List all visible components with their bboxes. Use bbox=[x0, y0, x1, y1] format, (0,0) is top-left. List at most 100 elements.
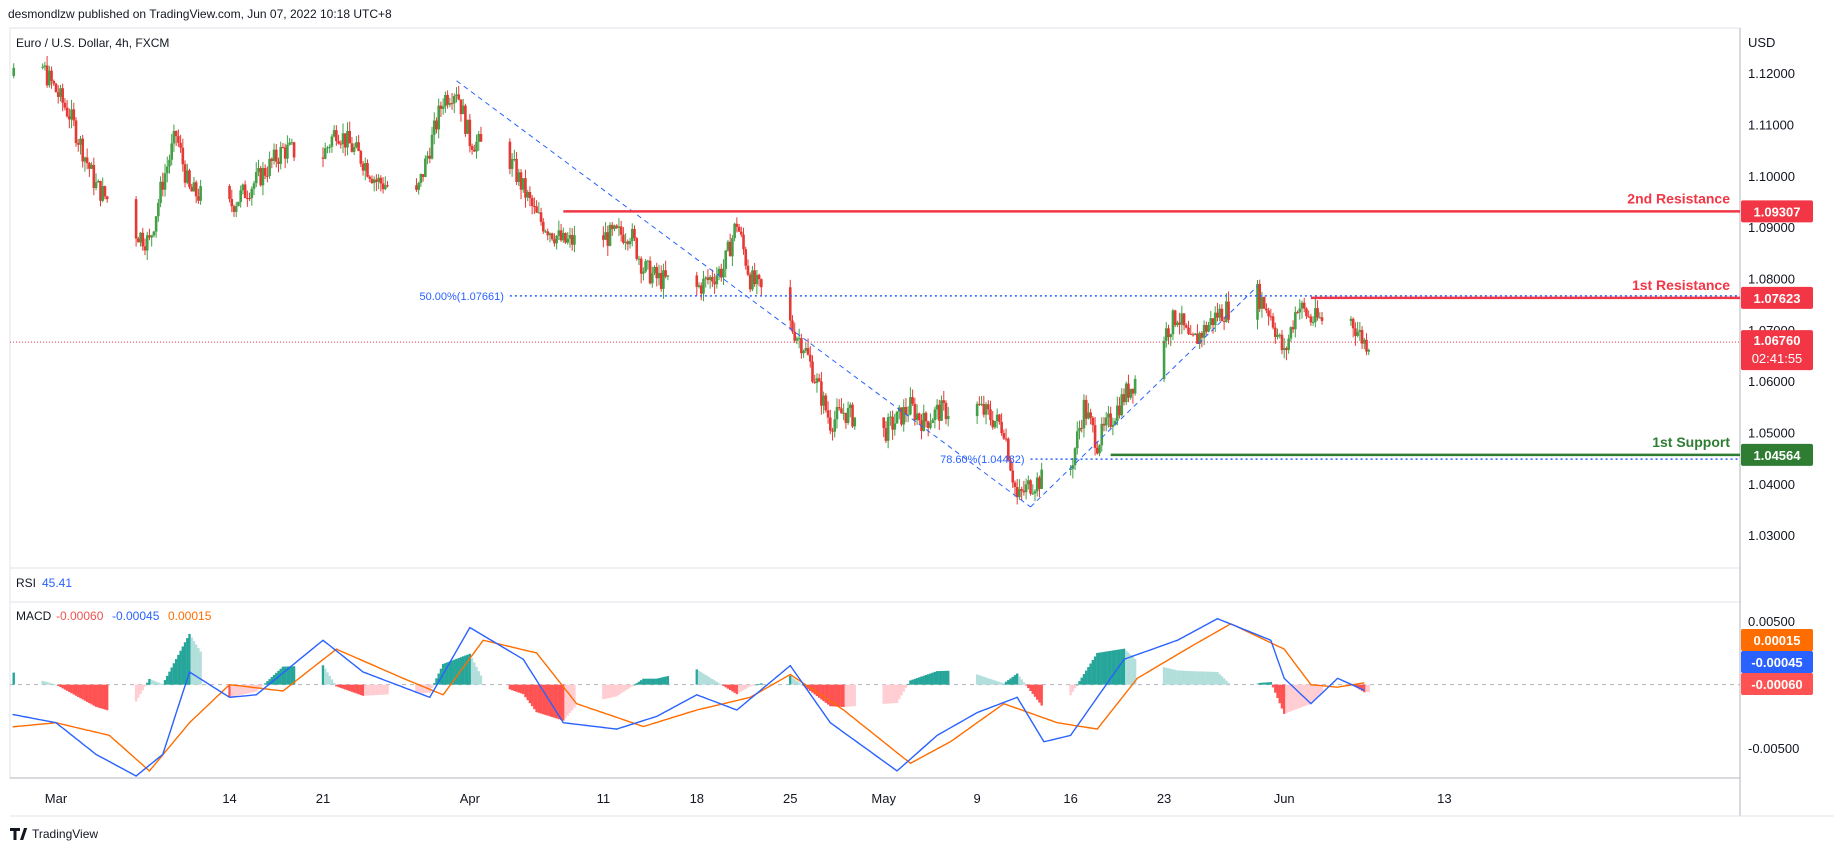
macd-histogram-bar bbox=[987, 678, 990, 685]
candle-body bbox=[1073, 448, 1077, 466]
macd-histogram-bar bbox=[835, 684, 839, 707]
macd-signal-line bbox=[12, 623, 1365, 772]
candle-body bbox=[1193, 333, 1197, 335]
macd-histogram-bar bbox=[1314, 684, 1317, 700]
candle-body bbox=[381, 183, 385, 190]
publish-line: desmondlzw published on TradingView.com,… bbox=[8, 7, 392, 21]
candle-body bbox=[695, 275, 699, 287]
candle-body bbox=[737, 226, 741, 232]
tradingview-logo-icon[interactable] bbox=[10, 828, 28, 840]
candle-body bbox=[608, 224, 612, 246]
candle-body bbox=[1258, 283, 1262, 309]
candle-body bbox=[1169, 334, 1173, 338]
macd-histogram-bar bbox=[74, 684, 78, 696]
candle-body bbox=[570, 234, 574, 245]
macd-histogram-bar bbox=[542, 684, 545, 715]
macd-histogram-bar bbox=[268, 679, 271, 685]
candle-body bbox=[174, 131, 178, 137]
macd-histogram-bar bbox=[700, 672, 703, 685]
candle-body bbox=[1262, 297, 1266, 309]
macd-histogram-bar bbox=[448, 661, 452, 685]
macd-histogram-bar bbox=[898, 684, 901, 700]
macd-histogram-bar bbox=[842, 684, 845, 707]
macd-label[interactable]: MACD bbox=[16, 609, 52, 623]
macd-histogram-bar bbox=[1289, 684, 1293, 712]
macd-histogram-bar bbox=[199, 651, 202, 685]
macd-histogram-bar bbox=[1356, 684, 1359, 689]
trendline[interactable] bbox=[456, 80, 1031, 508]
macd-histogram-bar bbox=[361, 684, 365, 696]
macd-histogram-bar bbox=[377, 684, 380, 695]
macd-histogram-bar bbox=[239, 684, 242, 695]
candle-body bbox=[56, 92, 60, 97]
candle-body bbox=[1187, 327, 1190, 334]
candle-body bbox=[375, 179, 378, 182]
macd-histogram-bar bbox=[50, 683, 53, 685]
macd-histogram-bar bbox=[628, 684, 632, 688]
macd-histogram-bar bbox=[564, 684, 567, 719]
macd-histogram-bar bbox=[822, 684, 825, 702]
candle-body bbox=[806, 348, 810, 355]
candle-body bbox=[553, 239, 556, 244]
macd-histogram-bar bbox=[1320, 684, 1324, 693]
candle-body bbox=[355, 142, 358, 148]
macd-value-badge bbox=[1741, 673, 1813, 695]
macd-histogram-bar bbox=[637, 681, 641, 685]
candle-body bbox=[1316, 308, 1319, 318]
macd-histogram-bar bbox=[537, 684, 541, 713]
symbol-title[interactable]: Euro / U.S. Dollar, 4h, FXCM bbox=[16, 36, 169, 50]
candle-body bbox=[328, 146, 331, 148]
candle-body bbox=[655, 267, 659, 279]
macd-histogram-bar bbox=[533, 684, 536, 710]
macd-histogram-bar bbox=[1029, 684, 1032, 691]
macd-histogram-bar bbox=[250, 684, 253, 693]
fib-level-label: 78.60%(1.04482) bbox=[940, 454, 1024, 466]
macd-histogram-bar bbox=[1131, 656, 1135, 685]
candle-body bbox=[704, 277, 707, 279]
candle-body bbox=[1020, 489, 1023, 491]
candle-body bbox=[742, 234, 745, 250]
macd-histogram-bar bbox=[450, 660, 454, 685]
candle-body bbox=[535, 206, 538, 213]
candle-body bbox=[1351, 318, 1355, 329]
candle-body bbox=[143, 246, 147, 251]
macd-histogram-bar bbox=[261, 684, 265, 686]
macd-histogram-bar bbox=[631, 684, 634, 687]
candle-body bbox=[252, 183, 256, 189]
macd-histogram-bar bbox=[1227, 682, 1230, 685]
candle-body bbox=[70, 109, 73, 120]
candle-body bbox=[904, 407, 908, 415]
rsi-pane-frame bbox=[9, 567, 1741, 603]
rsi-label[interactable]: RSI bbox=[16, 576, 36, 590]
macd-histogram-bar bbox=[510, 684, 514, 691]
candle-body bbox=[566, 238, 570, 243]
macd-histogram-bar bbox=[524, 684, 527, 698]
macd-histogram-bar bbox=[263, 683, 267, 685]
rsi-value: 45.41 bbox=[42, 576, 72, 590]
macd-histogram-bar bbox=[444, 663, 447, 685]
macd-histogram-bar bbox=[1107, 651, 1110, 685]
candle-body bbox=[368, 176, 372, 179]
footer-brand[interactable]: TradingView bbox=[32, 827, 98, 841]
macd-histogram-bar bbox=[544, 684, 547, 715]
macd-histogram-bar bbox=[1169, 668, 1172, 685]
level-label: 2nd Resistance bbox=[1627, 190, 1730, 206]
macd-histogram-bar bbox=[61, 684, 64, 689]
macd-histogram-bar bbox=[43, 681, 47, 685]
macd-histogram-bar bbox=[1165, 667, 1168, 685]
macd-histogram-bar bbox=[157, 682, 160, 685]
candle-body bbox=[254, 171, 258, 184]
trendline[interactable] bbox=[1030, 285, 1258, 508]
candle-body bbox=[913, 403, 917, 421]
macd-histogram-bar bbox=[143, 684, 147, 687]
macd-histogram-bar bbox=[252, 684, 256, 693]
macd-histogram-bar bbox=[92, 684, 96, 706]
candle-body bbox=[83, 157, 87, 162]
currency-label: USD bbox=[1748, 35, 1775, 50]
macd-histogram-bar bbox=[546, 684, 549, 716]
macd-histogram-bar bbox=[1283, 684, 1286, 714]
candle-body bbox=[45, 65, 49, 86]
candle-body bbox=[1276, 334, 1279, 337]
macd-histogram-bar bbox=[602, 684, 605, 700]
macd-histogram-bar bbox=[1274, 684, 1277, 693]
